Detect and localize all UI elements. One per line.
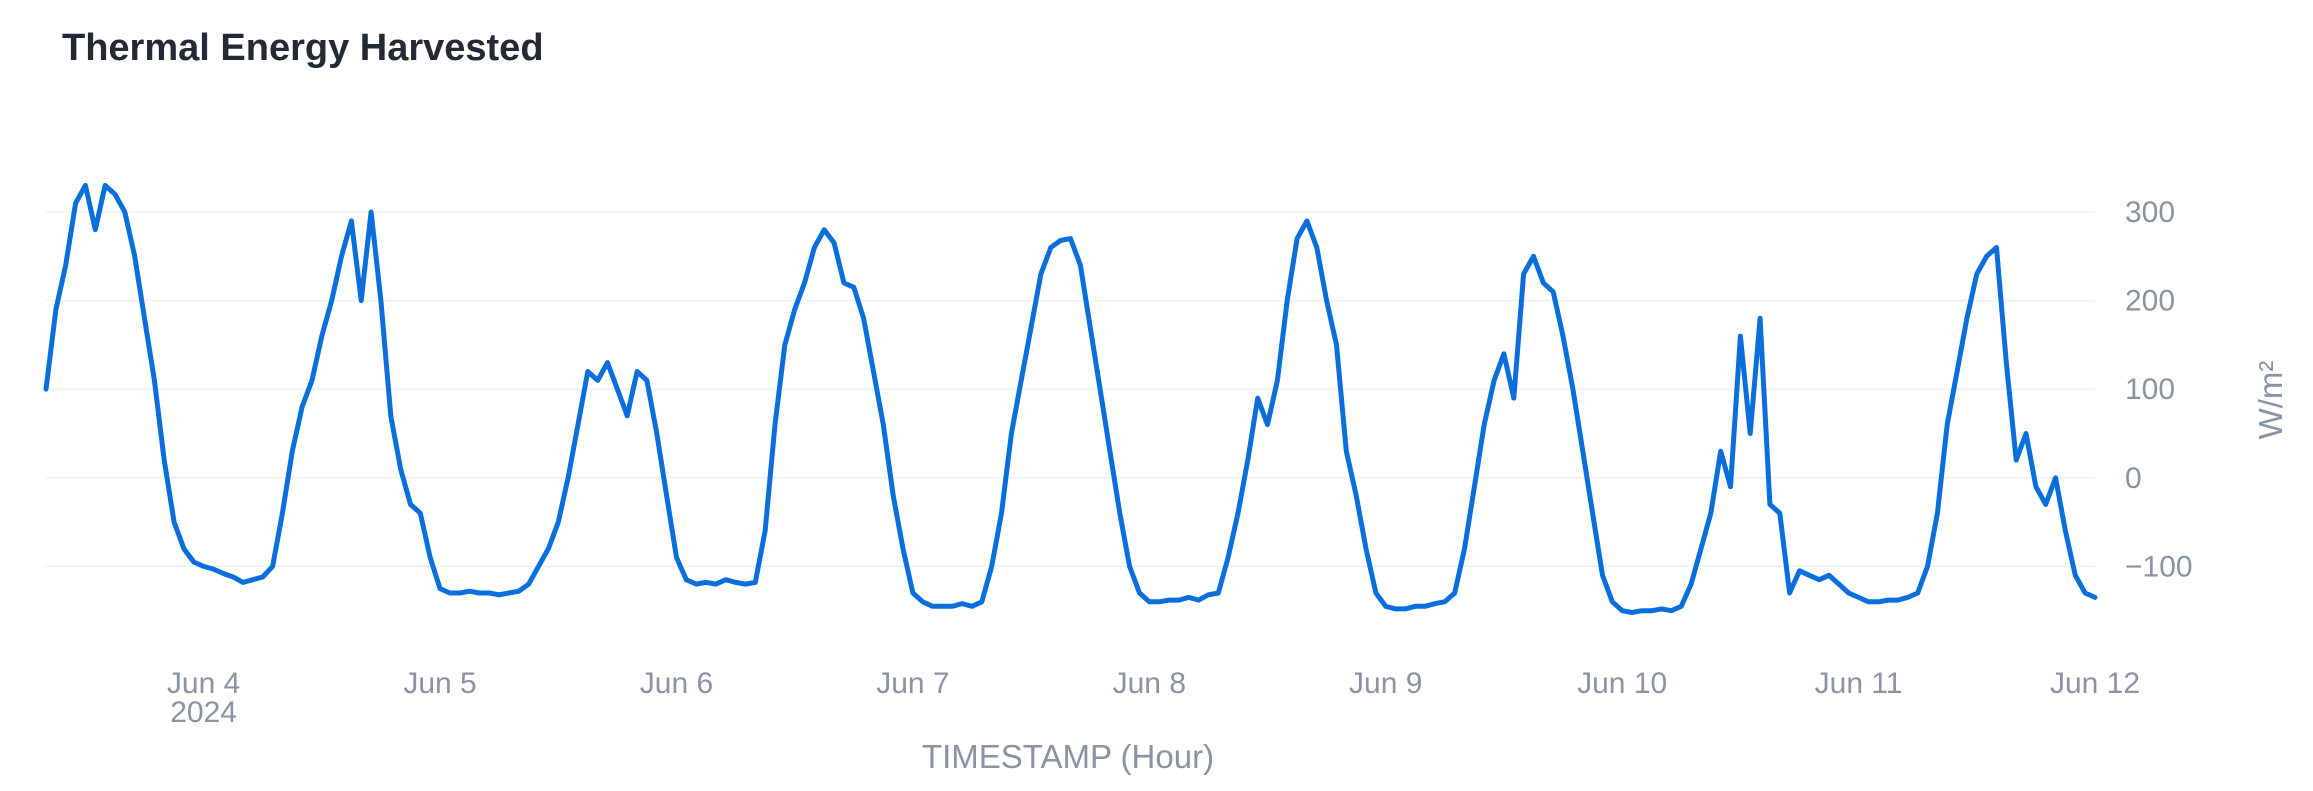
x-tick-label: Jun 11 xyxy=(1815,667,1903,700)
x-tick-label: Jun 5 xyxy=(403,667,476,700)
series-group xyxy=(43,182,2098,615)
gridlines xyxy=(46,211,2095,568)
x-tick-label: Jun 6 xyxy=(640,667,713,700)
x-tick-label: Jun 7 xyxy=(876,667,949,700)
x-tick-label: Jun 12 xyxy=(2050,667,2140,700)
y-axis-ticks: −100 0 100 200 300 xyxy=(2125,196,2193,583)
x-tick-label: Jun 4 xyxy=(167,667,240,700)
x-tick-sublabel: 2024 xyxy=(170,696,237,729)
y-tick-label: 0 xyxy=(2125,462,2142,495)
x-axis-title: TIMESTAMP (Hour) xyxy=(922,738,1214,775)
y-axis-title: W/m² xyxy=(2252,361,2289,440)
chart-title: Thermal Energy Harvested xyxy=(62,27,544,69)
y-tick-label: −100 xyxy=(2125,550,2193,583)
y-tick-label: 300 xyxy=(2125,196,2175,229)
series-line xyxy=(43,182,2098,615)
x-tick-label: Jun 10 xyxy=(1577,667,1667,700)
x-tick-label: Jun 8 xyxy=(1113,667,1186,700)
x-tick-label: Jun 9 xyxy=(1349,667,1422,700)
y-tick-label: 100 xyxy=(2125,373,2175,406)
y-tick-label: 200 xyxy=(2125,285,2175,318)
